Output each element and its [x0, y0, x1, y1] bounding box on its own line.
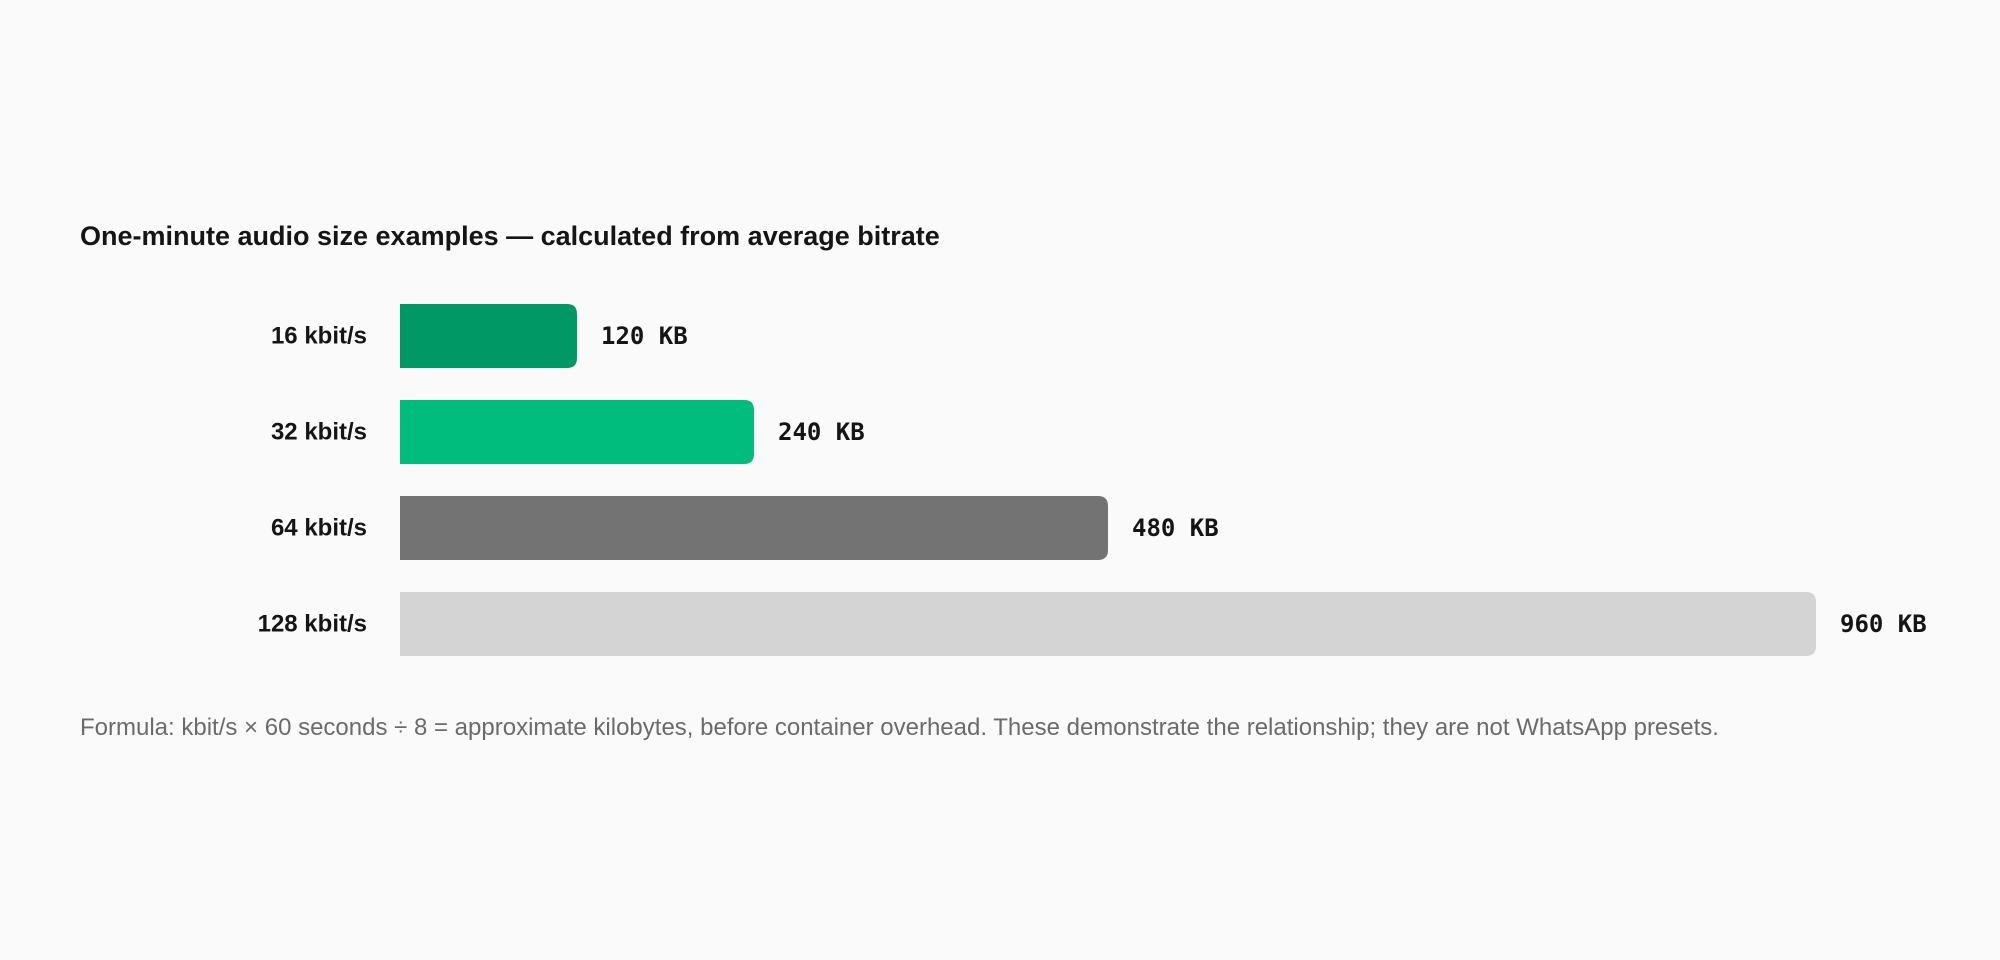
bar	[400, 400, 754, 464]
bar-row: 16 kbit/s 120 KB	[271, 304, 688, 368]
chart-title: One-minute audio size examples — calcula…	[80, 221, 940, 251]
bar-row: 64 kbit/s 480 KB	[271, 496, 1219, 560]
value-label: 960 KB	[1840, 610, 1927, 638]
category-label: 128 kbit/s	[258, 611, 367, 638]
bar	[400, 304, 577, 368]
category-label: 64 kbit/s	[271, 515, 367, 542]
bar	[400, 496, 1108, 560]
value-label: 480 KB	[1132, 514, 1219, 542]
bar-row: 32 kbit/s 240 KB	[271, 400, 865, 464]
category-label: 16 kbit/s	[271, 323, 367, 350]
bar	[400, 592, 1816, 656]
chart-footnote: Formula: kbit/s × 60 seconds ÷ 8 = appro…	[80, 714, 1719, 741]
value-label: 120 KB	[601, 322, 688, 350]
category-label: 32 kbit/s	[271, 419, 367, 446]
bars-layer: 16 kbit/s 120 KB 32 kbit/s 240 KB 64 kbit/s 4…	[258, 304, 1927, 656]
bar-row: 128 kbit/s 960 KB	[258, 592, 1927, 656]
value-label: 240 KB	[778, 418, 865, 446]
